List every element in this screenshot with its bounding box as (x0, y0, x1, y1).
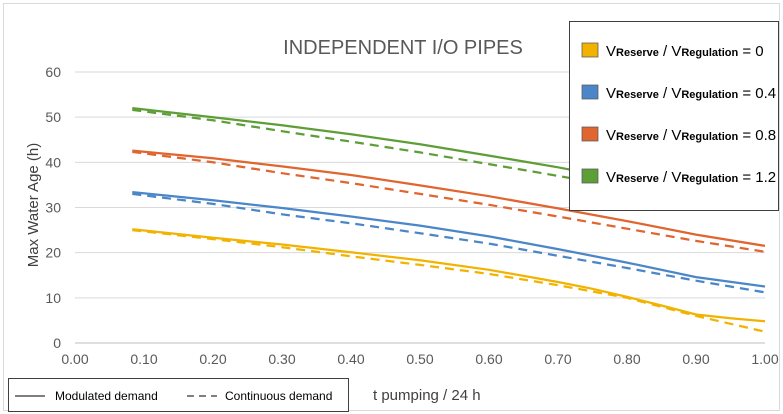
style-legend-frame (8, 378, 349, 412)
legend-label-part: / V (659, 43, 682, 60)
axes: 0 10 20 30 40 50 60 0.00 0.10 0.20 0.30 0.40 0.50 0.6… (45, 64, 778, 367)
y-tick-label: 50 (45, 109, 61, 125)
legend-label-2: VReserve / VRegulation = 0.8 (606, 127, 776, 144)
x-tick-label: 0.20 (199, 351, 226, 367)
chart-title: INDEPENDENT I/O PIPES (283, 37, 523, 59)
legend-label-part: Regulation (681, 131, 738, 143)
continuous-demand-label: Continuous demand (225, 389, 332, 403)
legend-label-3: VReserve / VRegulation = 1.2 (606, 169, 776, 186)
legend-label-part: Regulation (681, 47, 738, 59)
x-tick-label: 0.10 (130, 351, 157, 367)
x-tick-label: 0.80 (613, 351, 640, 367)
y-tick-label: 40 (45, 154, 61, 170)
legend-swatch-3 (581, 168, 599, 184)
legend-label-part: Regulation (681, 89, 738, 101)
x-tick-label: 0.00 (61, 351, 88, 367)
legend-label-part: V (606, 127, 616, 144)
modulated-demand-label: Modulated demand (55, 389, 158, 403)
legend-label-part: = 1.2 (738, 169, 776, 186)
y-tick-label: 20 (45, 245, 61, 261)
series-lines (132, 106, 766, 333)
legend-swatch-2 (581, 126, 599, 142)
modulated-demand-line-0 (132, 228, 766, 323)
legend-swatch-0 (581, 42, 599, 58)
x-tick-label: 0.70 (544, 351, 571, 367)
y-tick-label: 30 (45, 200, 61, 216)
legend-frame (569, 21, 779, 211)
x-tick-label: 0.30 (268, 351, 295, 367)
legend-label-part: Reserve (616, 131, 659, 143)
x-tick-label: 0.90 (682, 351, 709, 367)
x-tick-label: 0.50 (406, 351, 433, 367)
legend-label-part: V (606, 85, 616, 102)
legend-label-part: Reserve (616, 173, 659, 185)
x-tick-label: 0.60 (475, 351, 502, 367)
x-tick-label: 1.00 (751, 351, 778, 367)
legend-label-part: Regulation (681, 173, 738, 185)
y-tick-label: 0 (53, 335, 61, 351)
line-style-legend: Modulated demand Continuous demand (8, 378, 349, 412)
legend-label-part: / V (659, 85, 682, 102)
legend-label-part: V (606, 43, 616, 60)
legend-label-1: VReserve / VRegulation = 0.4 (606, 85, 776, 102)
x-tick-label: 0.40 (337, 351, 364, 367)
legend-label-part: = 0.4 (738, 85, 776, 102)
legend-label-part: = 0.8 (738, 127, 776, 144)
y-axis-label: Max Water Age (h) (25, 143, 42, 267)
x-axis-label: t pumping / 24 h (373, 387, 481, 404)
legend-label-0: VReserve / VRegulation = 0 (606, 43, 764, 60)
modulated-demand-line-1 (132, 190, 766, 288)
y-tick-label: 60 (45, 64, 61, 80)
legend-label-part: = 0 (738, 43, 763, 60)
legend-label-part: Reserve (616, 47, 659, 59)
legend-swatch-1 (581, 84, 599, 100)
legend-label-part: / V (659, 127, 682, 144)
legend-label-part: V (606, 169, 616, 186)
y-tick-label: 10 (45, 290, 61, 306)
modulated-demand-line-2 (132, 149, 766, 248)
legend-label-part: Reserve (616, 89, 659, 101)
legend-label-part: / V (659, 169, 682, 186)
